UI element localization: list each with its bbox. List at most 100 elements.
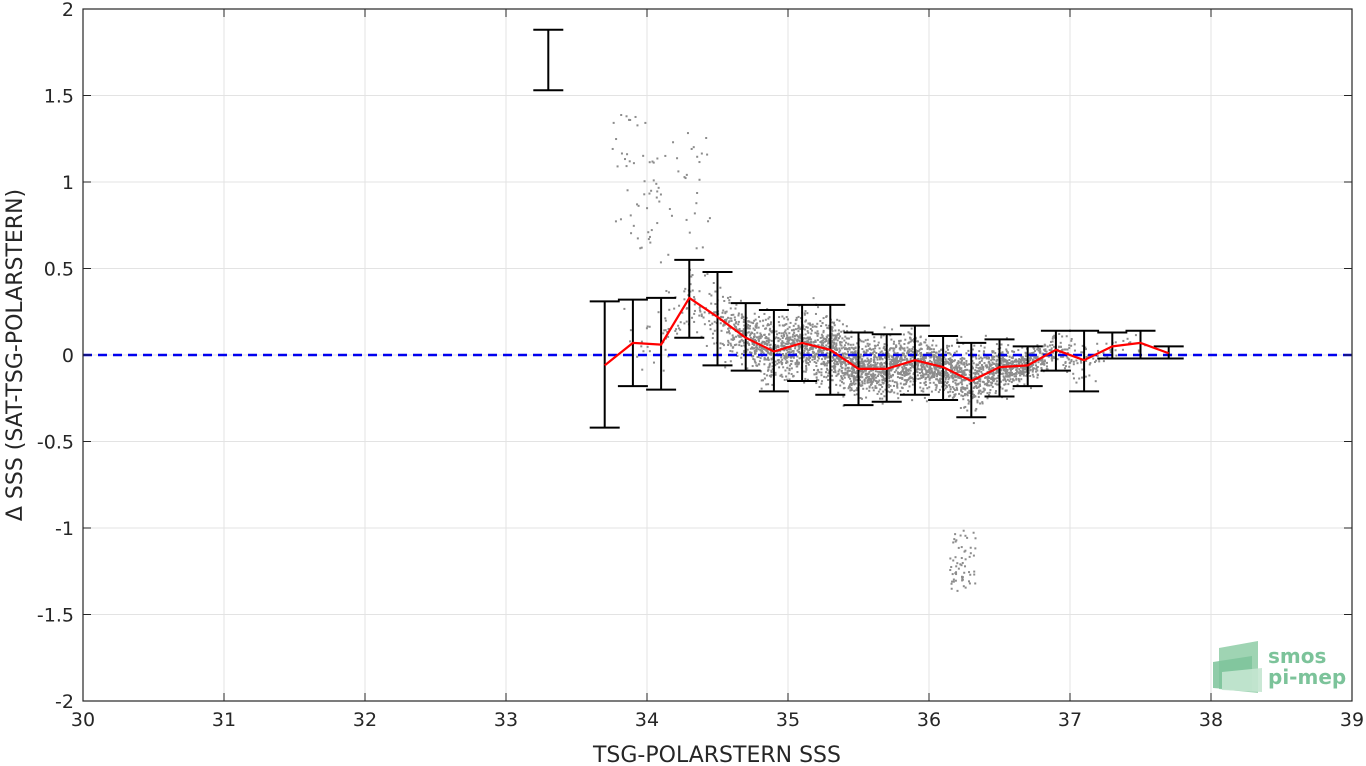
scatter-point (855, 371, 858, 374)
scatter-point (823, 375, 826, 378)
scatter-point (735, 335, 738, 338)
scatter-point (650, 189, 653, 192)
scatter-point (714, 290, 717, 293)
scatter-point (979, 392, 982, 395)
scatter-point (950, 566, 953, 569)
scatter-point (847, 337, 850, 340)
scatter-point (992, 362, 995, 365)
scatter-point (952, 580, 955, 583)
scatter-point (865, 376, 868, 379)
scatter-point (1007, 374, 1010, 377)
scatter-point (1023, 361, 1026, 364)
scatter-point (969, 392, 972, 395)
scatter-point (836, 355, 839, 358)
scatter-point (759, 337, 762, 340)
scatter-point (713, 320, 716, 323)
scatter-point (786, 334, 789, 337)
scatter-point (1105, 342, 1108, 345)
scatter-point (690, 147, 693, 150)
scatter-point (956, 366, 959, 369)
scatter-point (992, 378, 995, 381)
scatter-point (1080, 351, 1083, 354)
scatter-point (1036, 373, 1039, 376)
scatter-point (1016, 360, 1019, 363)
scatter-point (946, 344, 949, 347)
scatter-point (982, 367, 985, 370)
scatter-point (731, 350, 734, 353)
scatter-point (869, 365, 872, 368)
scatter-point (972, 422, 975, 425)
scatter-point (753, 358, 756, 361)
scatter-point (742, 321, 745, 324)
scatter-point (851, 375, 854, 378)
scatter-point (738, 329, 741, 332)
scatter-point (1128, 342, 1131, 345)
scatter-point (760, 349, 763, 352)
scatter-point (791, 342, 794, 345)
scatter-point (938, 379, 941, 382)
scatter-point (1044, 348, 1047, 351)
scatter-point (763, 312, 766, 315)
scatter-point (953, 359, 956, 362)
scatter-point (1004, 389, 1007, 392)
scatter-point (811, 347, 814, 350)
scatter-point (837, 391, 840, 394)
scatter-point (757, 315, 760, 318)
scatter-point (875, 386, 878, 389)
scatter-point (862, 360, 865, 363)
scatter-point (789, 338, 792, 341)
scatter-point (865, 352, 868, 355)
scatter-point (779, 338, 782, 341)
scatter-point (757, 326, 760, 329)
scatter-point (966, 387, 969, 390)
scatter-point (929, 365, 932, 368)
scatter-point (629, 329, 632, 332)
scatter-point (827, 345, 830, 348)
scatter-point (1078, 377, 1081, 380)
scatter-point (923, 366, 926, 369)
scatter-point (964, 586, 967, 589)
scatter-point (765, 374, 768, 377)
scatter-point (752, 358, 755, 361)
scatter-point (743, 332, 746, 335)
scatter-point (793, 337, 796, 340)
scatter-point (887, 369, 890, 372)
plot-frame (82, 8, 1353, 702)
scatter-point (984, 376, 987, 379)
scatter-point (841, 337, 844, 340)
scatter-point (867, 372, 870, 375)
scatter-point (973, 385, 976, 388)
scatter-point (792, 324, 795, 327)
scatter-point (866, 349, 869, 352)
scatter-point (1081, 376, 1084, 379)
scatter-point (876, 344, 879, 347)
scatter-point (1002, 356, 1005, 359)
scatter-point (846, 373, 849, 376)
scatter-point (814, 340, 817, 343)
scatter-point (805, 357, 808, 360)
scatter-point (880, 361, 883, 364)
scatter-point (883, 373, 886, 376)
scatter-point (968, 582, 971, 585)
scatter-point (666, 330, 669, 333)
scatter-point (1018, 360, 1021, 363)
scatter-point (910, 355, 913, 358)
scatter-point (703, 311, 706, 314)
scatter-point (779, 374, 782, 377)
scatter-point (888, 370, 891, 373)
scatter-point (883, 343, 886, 346)
scatter-point (1068, 362, 1071, 365)
scatter-point (808, 323, 811, 326)
scatter-point (938, 382, 941, 385)
scatter-point (863, 330, 866, 333)
scatter-point (988, 363, 991, 366)
scatter-point (616, 165, 619, 168)
scatter-point (883, 365, 886, 368)
scatter-point (753, 312, 756, 315)
scatter-point (615, 138, 618, 141)
scatter-point (853, 371, 856, 374)
scatter-point (755, 350, 758, 353)
scatter-point (904, 338, 907, 341)
scatter-point (1089, 362, 1092, 365)
scatter-point (1079, 359, 1082, 362)
